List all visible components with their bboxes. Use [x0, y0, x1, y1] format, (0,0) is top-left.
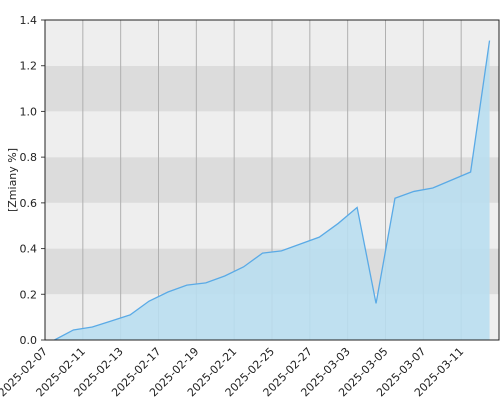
y-tick-label: 1.2: [20, 60, 38, 73]
plot-frame: [44, 19, 500, 341]
y-tick-label: 0.0: [20, 334, 38, 347]
y-tick-label: 0.2: [20, 288, 38, 301]
y-tick-label: 0.6: [20, 197, 38, 210]
y-tick-label: 0.8: [20, 151, 38, 164]
y-tick-label: 1.4: [20, 14, 38, 27]
y-axis-label: [Zmiany %]: [6, 148, 19, 212]
y-tick-label: 0.4: [20, 243, 38, 256]
area: [54, 40, 490, 340]
line: [54, 40, 491, 341]
y-tick-label: 1.0: [20, 105, 38, 118]
